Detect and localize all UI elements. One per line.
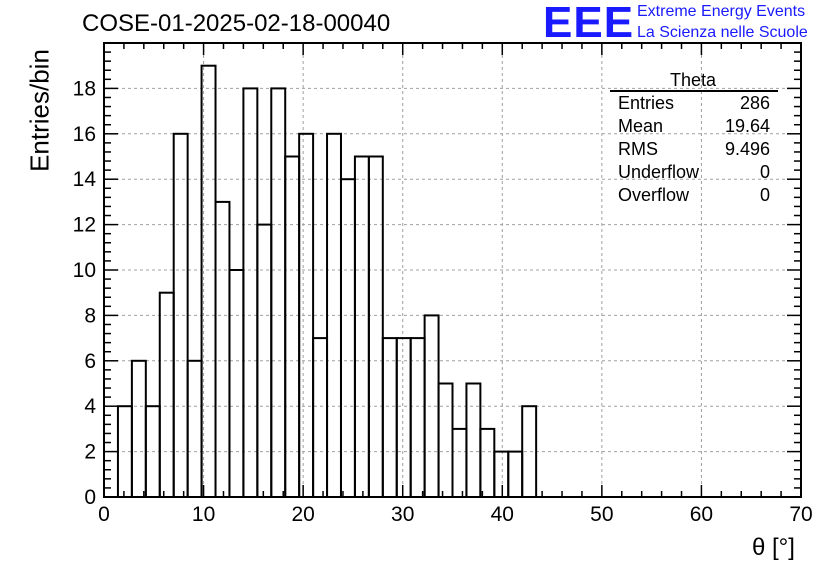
x-tick-label: 70	[789, 503, 812, 526]
stats-key: Underflow	[618, 162, 700, 182]
x-tick-label: 40	[491, 503, 514, 526]
logo-subtitle-line1: Extreme Energy Events	[637, 3, 806, 20]
eee-logo: EEE	[543, 0, 635, 47]
x-tick-label: 20	[291, 503, 314, 526]
histogram-bar	[298, 132, 315, 499]
histogram-bar	[507, 450, 524, 499]
y-tick-label: 6	[84, 350, 96, 373]
histogram-bar	[381, 337, 398, 498]
histogram-bar	[312, 337, 329, 498]
x-tick-label: 0	[98, 503, 110, 526]
x-tick-label: 50	[590, 503, 613, 526]
axis-ticks	[103, 42, 802, 498]
histogram-bar	[437, 382, 454, 498]
y-tick-label: 12	[73, 214, 96, 237]
stats-key: Mean	[618, 116, 664, 136]
y-tick-label: 2	[84, 441, 96, 464]
histogram-bar	[242, 87, 259, 499]
stats-value: 0	[759, 185, 770, 205]
histogram-bar	[367, 155, 384, 498]
y-tick-label: 18	[73, 77, 96, 100]
histogram-bar	[256, 223, 273, 498]
histogram-bar	[409, 337, 426, 498]
stats-key: Overflow	[618, 185, 690, 205]
x-tick-label: 30	[391, 503, 414, 526]
histogram-bar	[493, 450, 510, 499]
histogram-bar	[284, 155, 301, 498]
y-tick-label: 8	[84, 304, 96, 327]
histogram-bar	[186, 359, 203, 498]
histogram-bar	[200, 64, 217, 498]
logo-subtitle-line2: La Scienza nelle Scuole	[637, 24, 808, 41]
grid-layer	[104, 43, 801, 497]
histogram-bar	[395, 337, 412, 498]
stats-value: 0	[759, 162, 770, 182]
x-tick-label: 60	[690, 503, 713, 526]
histogram-bar	[270, 87, 287, 499]
stats-key: RMS	[618, 139, 658, 159]
y-tick-label: 16	[73, 123, 96, 146]
stats-title: Theta	[669, 70, 717, 90]
tick-labels: 0 10 20 30 40 50 60 70 0 2 4 6 8 10 12 14 16 18	[73, 77, 813, 526]
histogram-bar	[130, 359, 147, 498]
x-axis-label: θ [°]	[752, 534, 795, 561]
histogram-bar	[214, 200, 231, 498]
stats-value: 19.64	[724, 116, 770, 136]
stats-divider	[610, 90, 778, 92]
stats-value: 286	[739, 93, 770, 113]
chart-title: COSE-01-2025-02-18-00040	[82, 10, 391, 37]
stats-key: Entries	[618, 93, 675, 113]
stats-value: 9.496	[724, 139, 770, 159]
histogram-bar	[339, 178, 356, 498]
y-tick-label: 0	[84, 486, 96, 509]
histogram-bar	[479, 427, 496, 498]
histogram-bar	[158, 291, 175, 499]
histogram-bars	[116, 64, 538, 499]
histogram-bar	[451, 427, 468, 498]
y-tick-label: 4	[84, 395, 96, 418]
histogram-bar	[228, 269, 245, 498]
y-tick-label: 10	[73, 259, 96, 282]
x-tick-label: 10	[192, 503, 215, 526]
histogram-bar	[172, 132, 189, 499]
histogram-bar	[353, 155, 370, 498]
y-tick-label: 14	[73, 168, 97, 191]
histogram-bar	[465, 382, 482, 498]
